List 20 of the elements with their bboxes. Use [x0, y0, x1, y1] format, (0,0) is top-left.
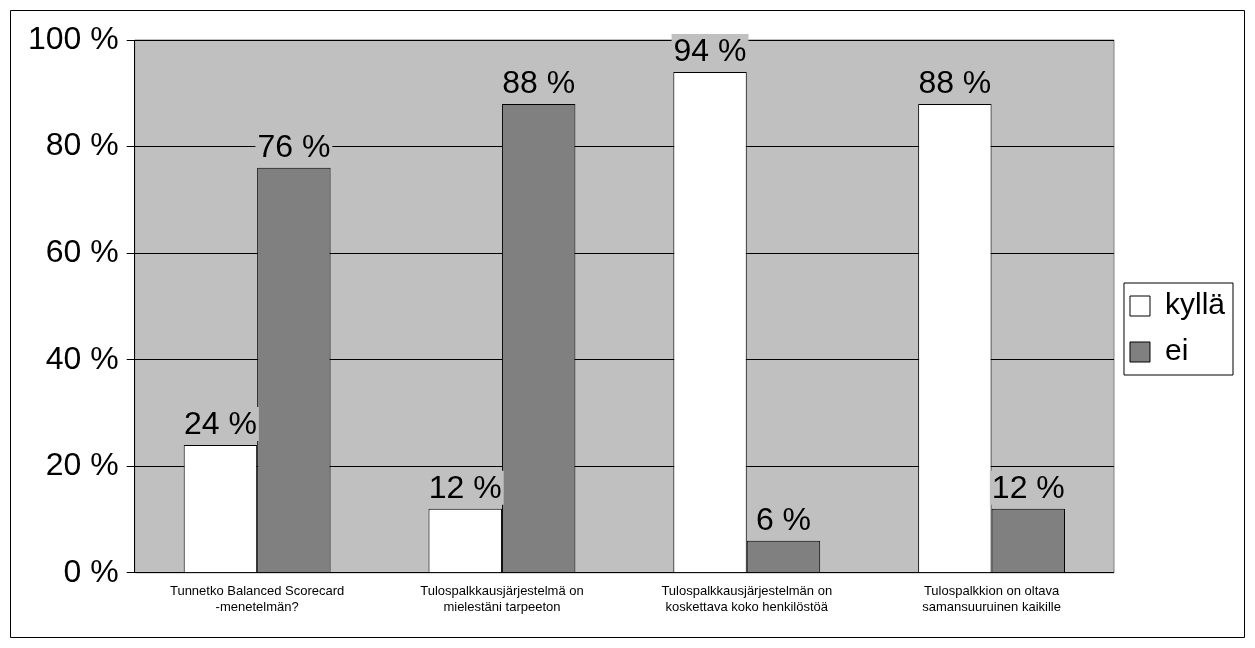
y-tick-label: 40 %: [45, 339, 119, 376]
data-label: 12 %: [991, 468, 1065, 505]
data-label: 6 %: [755, 500, 812, 537]
data-label: 88 %: [502, 63, 576, 100]
data-label: 94 %: [673, 31, 747, 68]
y-tick-label: 0 %: [63, 552, 119, 589]
data-label: 12 %: [428, 468, 502, 505]
data-label: 24 %: [183, 404, 257, 441]
y-tick-label: 20 %: [45, 446, 119, 483]
data-label: 88 %: [918, 63, 992, 100]
x-tick-label: Tulospalkkion on oltava samansuuruinen kaikille: [922, 583, 1061, 614]
y-tick-label: 80 %: [45, 126, 119, 163]
y-tick-label: 100 %: [28, 19, 119, 56]
legend-label: ei: [1164, 333, 1189, 367]
x-tick-label: Tulospalkkausjärjestelmän on koskettava koko henkilöstöä: [661, 583, 833, 614]
x-tick-label: Tunnetko Balanced Scorecard -menetelmän?: [169, 583, 345, 614]
data-label: 76 %: [257, 127, 331, 164]
legend-label: kyllä: [1164, 287, 1226, 321]
y-tick-label: 60 %: [45, 232, 119, 269]
x-tick-label: Tulospalkkausjärjestelmä on mielestäni tarpeeton: [420, 583, 584, 614]
